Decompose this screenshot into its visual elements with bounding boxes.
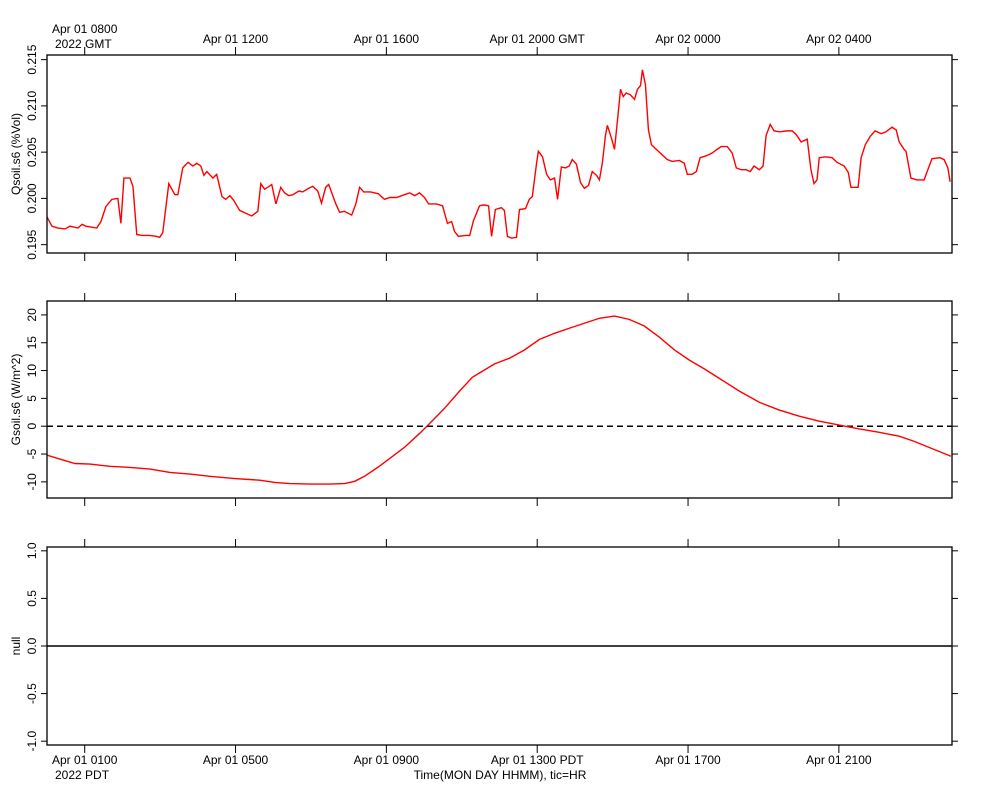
plot-frame — [46, 300, 953, 499]
x-tick-label: Apr 01 1300 PDT — [491, 753, 584, 767]
y-tick-label: 1.0 — [25, 542, 39, 559]
x-tick-label: Apr 01 0100 — [52, 753, 118, 767]
x-tick-label: Apr 01 0900 — [354, 753, 420, 767]
x-tick-label: Apr 01 0500 — [203, 753, 269, 767]
y-tick-label: 20 — [25, 308, 39, 322]
y-axis-label: Gsoil.s6 (W/m^2) — [9, 354, 23, 446]
x2-note: 2022 GMT — [55, 37, 112, 51]
x2-tick-label: Apr 02 0000 — [655, 32, 721, 46]
y-tick-label: -1.0 — [25, 731, 39, 752]
y-tick-label: -0.5 — [25, 683, 39, 704]
y-tick-label: 0.0 — [25, 637, 39, 654]
y-axis-label: null — [9, 637, 23, 656]
x-note: 2022 PDT — [55, 768, 110, 782]
data-line — [47, 315, 952, 485]
x-tick-label: Apr 01 2100 — [806, 753, 872, 767]
y-tick-label: 0.215 — [25, 44, 39, 74]
y-tick-label: 0.5 — [25, 590, 39, 607]
x-tick-label: Apr 01 1700 — [655, 753, 721, 767]
y-tick-label: 5 — [25, 395, 39, 402]
plot-frame — [46, 54, 953, 254]
y-tick-label: -10 — [25, 473, 39, 491]
y-tick-label: 0.200 — [25, 183, 39, 213]
y-tick-label: 15 — [25, 336, 39, 350]
x2-tick-label: Apr 01 2000 GMT — [490, 32, 586, 46]
y-tick-label: 0.210 — [25, 91, 39, 121]
x-axis-label: Time(MON DAY HHMM), tic=HR — [414, 768, 587, 782]
y-tick-label: 0 — [25, 423, 39, 430]
x2-tick-label: Apr 01 0800 — [52, 22, 118, 36]
y-tick-label: 0.205 — [25, 137, 39, 167]
x2-tick-label: Apr 01 1600 — [354, 32, 420, 46]
y-tick-label: -5 — [25, 448, 39, 459]
plot-frame — [46, 546, 953, 746]
data-line — [47, 69, 951, 239]
x2-tick-label: Apr 01 1200 — [203, 32, 269, 46]
y-tick-label: 0.195 — [25, 229, 39, 259]
y-tick-label: 10 — [25, 364, 39, 378]
y-axis-label: Qsoil.s6 (%Vol) — [9, 113, 23, 195]
x2-tick-label: Apr 02 0400 — [806, 32, 872, 46]
